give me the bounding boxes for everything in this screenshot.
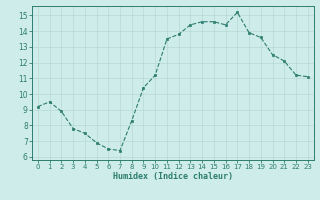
- X-axis label: Humidex (Indice chaleur): Humidex (Indice chaleur): [113, 172, 233, 181]
